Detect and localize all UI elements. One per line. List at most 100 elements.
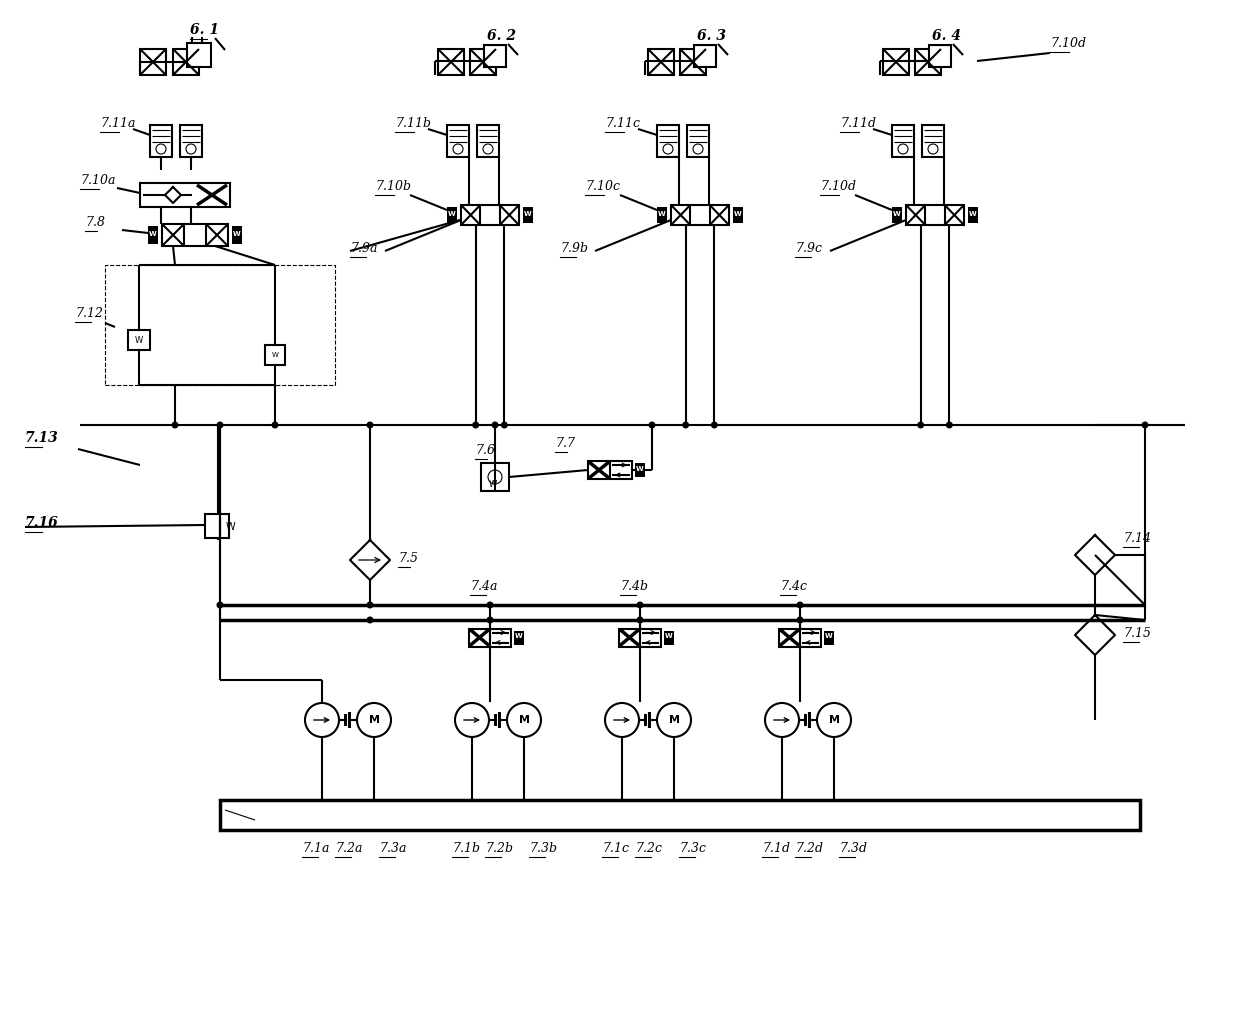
Text: 7.9a: 7.9a: [350, 242, 377, 255]
Text: 7.6: 7.6: [475, 444, 495, 457]
Text: W: W: [636, 466, 644, 472]
Bar: [779, 628, 821, 647]
Text: W: W: [489, 479, 497, 488]
Bar: [162, 224, 228, 246]
Bar: [180, 125, 202, 157]
Bar: [657, 207, 667, 223]
Circle shape: [489, 470, 502, 484]
Circle shape: [693, 144, 703, 154]
Circle shape: [928, 144, 937, 154]
Circle shape: [217, 421, 223, 428]
Bar: [892, 125, 914, 157]
Text: 7.8: 7.8: [86, 216, 105, 229]
Text: 7.4b: 7.4b: [620, 580, 649, 593]
Circle shape: [636, 602, 644, 609]
Text: 7.2d: 7.2d: [795, 842, 823, 855]
Bar: [187, 43, 211, 67]
Circle shape: [507, 703, 541, 737]
Bar: [205, 514, 229, 538]
Bar: [140, 183, 229, 207]
Text: W: W: [970, 211, 977, 217]
Text: 7.10d: 7.10d: [1050, 37, 1086, 50]
Text: 6. 2: 6. 2: [487, 29, 516, 43]
Circle shape: [186, 144, 196, 154]
Bar: [484, 45, 506, 67]
Bar: [804, 714, 807, 726]
Bar: [808, 712, 811, 728]
Bar: [150, 125, 172, 157]
Text: W: W: [665, 633, 673, 639]
Text: 7.14: 7.14: [1123, 532, 1151, 545]
Circle shape: [657, 703, 691, 737]
Bar: [687, 125, 709, 157]
Text: W: W: [149, 231, 157, 236]
Circle shape: [367, 602, 373, 609]
Bar: [498, 712, 501, 728]
Circle shape: [605, 703, 639, 737]
Text: 7.1c: 7.1c: [601, 842, 629, 855]
Bar: [649, 712, 651, 728]
Text: M: M: [828, 715, 839, 725]
Text: W: W: [825, 633, 833, 639]
Text: W: W: [525, 211, 532, 217]
Bar: [671, 205, 729, 225]
Circle shape: [305, 703, 339, 737]
Bar: [649, 49, 675, 75]
Text: 7.1d: 7.1d: [763, 842, 790, 855]
Circle shape: [472, 421, 479, 428]
Text: W: W: [272, 352, 279, 358]
Text: 7.15: 7.15: [1123, 627, 1151, 640]
Bar: [680, 49, 706, 75]
Bar: [644, 714, 647, 726]
Text: 7.10a: 7.10a: [81, 174, 115, 187]
Text: 7.11b: 7.11b: [396, 117, 432, 130]
Text: W: W: [515, 633, 523, 639]
Circle shape: [486, 616, 494, 623]
Text: 7.3c: 7.3c: [680, 842, 706, 855]
Bar: [657, 125, 680, 157]
Text: 7.3b: 7.3b: [529, 842, 557, 855]
Text: 7.3d: 7.3d: [839, 842, 867, 855]
Bar: [523, 207, 533, 223]
Bar: [481, 463, 508, 491]
Bar: [232, 226, 242, 244]
Bar: [140, 49, 166, 75]
Circle shape: [217, 602, 223, 609]
Text: 7.1b: 7.1b: [453, 842, 480, 855]
Text: 7.10d: 7.10d: [820, 180, 856, 193]
Text: 7.12: 7.12: [74, 307, 103, 320]
Text: 7.10c: 7.10c: [585, 180, 620, 193]
Bar: [588, 461, 632, 479]
Circle shape: [367, 616, 373, 623]
Text: 7.11a: 7.11a: [100, 117, 135, 130]
Circle shape: [918, 421, 924, 428]
Text: 7.11c: 7.11c: [605, 117, 640, 130]
Circle shape: [367, 421, 373, 428]
Bar: [343, 714, 347, 726]
Circle shape: [765, 703, 799, 737]
Bar: [446, 125, 469, 157]
Text: W: W: [658, 211, 666, 217]
Text: M: M: [518, 715, 529, 725]
Text: W: W: [226, 522, 236, 532]
Text: 7.2a: 7.2a: [335, 842, 362, 855]
Text: 7.10b: 7.10b: [374, 180, 410, 193]
Text: W: W: [734, 211, 742, 217]
Circle shape: [796, 616, 804, 623]
Bar: [619, 628, 661, 647]
Text: 7.2b: 7.2b: [485, 842, 513, 855]
Text: 7.13: 7.13: [25, 431, 58, 445]
Bar: [906, 205, 963, 225]
Bar: [470, 49, 496, 75]
Circle shape: [171, 421, 179, 428]
Circle shape: [453, 144, 463, 154]
Circle shape: [663, 144, 673, 154]
Bar: [494, 714, 497, 726]
Text: 7.4a: 7.4a: [470, 580, 497, 593]
Circle shape: [1142, 421, 1148, 428]
Bar: [892, 207, 901, 223]
Bar: [694, 45, 715, 67]
Circle shape: [817, 703, 851, 737]
Text: 7.9c: 7.9c: [795, 242, 822, 255]
Bar: [265, 345, 285, 365]
